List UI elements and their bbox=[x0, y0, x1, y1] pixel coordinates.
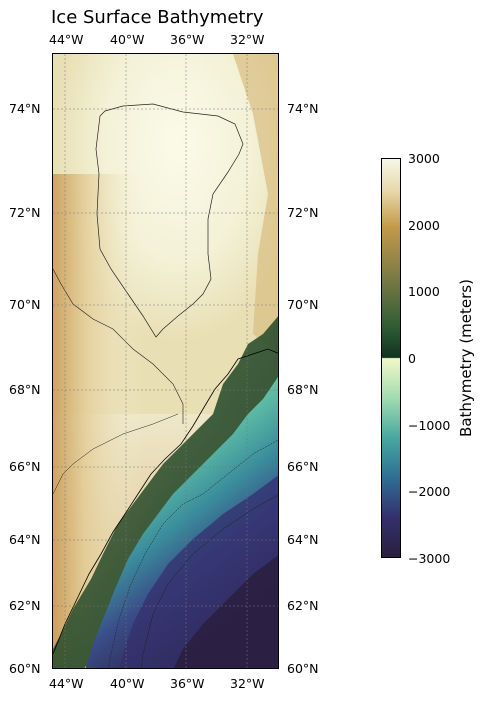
lat-tick-left: 62°N bbox=[9, 598, 41, 613]
colorbar-tick-label: 2000 bbox=[408, 218, 440, 233]
colorbar-label: Bathymetry (meters) bbox=[457, 279, 475, 437]
bathymetry-map[interactable] bbox=[53, 54, 279, 669]
lon-tick-top: 36°W bbox=[170, 32, 205, 47]
lat-tick-right: 60°N bbox=[287, 661, 319, 676]
deep-contour bbox=[140, 494, 278, 668]
lon-tick-top: 40°W bbox=[110, 32, 145, 47]
lat-tick-right: 72°N bbox=[287, 205, 319, 220]
lon-tick-top: 44°W bbox=[49, 32, 84, 47]
gridlines bbox=[53, 54, 278, 668]
coastal-mountains bbox=[53, 316, 278, 668]
lat-tick-right: 68°N bbox=[287, 382, 319, 397]
lat-tick-right: 62°N bbox=[287, 598, 319, 613]
lat-tick-right: 70°N bbox=[287, 297, 319, 312]
colorbar-tick-label: −3000 bbox=[408, 551, 451, 566]
lat-tick-left: 72°N bbox=[9, 205, 41, 220]
shelf-contour bbox=[108, 439, 278, 668]
map-panel[interactable] bbox=[52, 53, 279, 669]
colorbar bbox=[381, 158, 401, 558]
lat-tick-right: 74°N bbox=[287, 101, 319, 116]
southwest-contour bbox=[53, 413, 179, 495]
colorbar-gradient bbox=[382, 159, 400, 557]
northeast-slope-shade bbox=[233, 54, 278, 353]
coastline bbox=[53, 348, 278, 655]
lon-tick-bottom: 44°W bbox=[49, 676, 84, 691]
colorbar-tick-label: 0 bbox=[408, 351, 416, 366]
lat-tick-left: 64°N bbox=[9, 532, 41, 547]
lat-tick-left: 60°N bbox=[9, 661, 41, 676]
west-contour bbox=[53, 268, 184, 424]
page-title: Ice Surface Bathymetry bbox=[51, 7, 264, 28]
lat-tick-left: 70°N bbox=[9, 297, 41, 312]
lon-tick-bottom: 40°W bbox=[110, 676, 145, 691]
ice-plateau-contour bbox=[95, 103, 244, 338]
colorbar-tick-label: 3000 bbox=[408, 151, 440, 166]
ocean-abyss bbox=[173, 555, 278, 668]
lon-tick-bottom: 32°W bbox=[230, 676, 265, 691]
lon-tick-bottom: 36°W bbox=[170, 676, 205, 691]
colorbar-tick-label: −2000 bbox=[408, 484, 451, 499]
colorbar-tick-label: −1000 bbox=[408, 418, 451, 433]
colorbar-tick-label: 1000 bbox=[408, 284, 440, 299]
lat-tick-left: 66°N bbox=[9, 459, 41, 474]
lon-tick-top: 32°W bbox=[230, 32, 265, 47]
lat-tick-left: 68°N bbox=[9, 382, 41, 397]
lat-tick-right: 66°N bbox=[287, 459, 319, 474]
lat-tick-right: 64°N bbox=[287, 532, 319, 547]
lat-tick-left: 74°N bbox=[9, 101, 41, 116]
